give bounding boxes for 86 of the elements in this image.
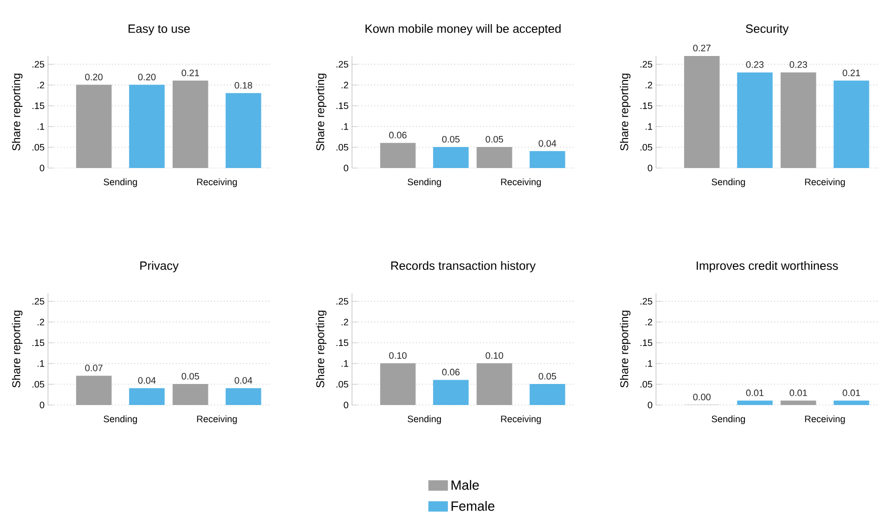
data-label: 0.20 [85,74,103,80]
y-tick-label: .2 [342,82,348,88]
legend-label: Male [452,480,479,490]
data-label: 0.10 [389,352,407,359]
y-tick-label: .05 [336,380,348,388]
y-tick-label: .05 [640,144,652,151]
data-label: 0.27 [693,44,711,52]
y-axis-title: Share reporting [12,74,22,151]
data-label: 0.06 [442,368,460,376]
chart-title: Privacy [140,261,179,272]
y-tick-label: .25 [32,298,44,305]
data-label: 0.10 [486,352,504,359]
y-tick-label: .1 [646,123,652,130]
y-tick-label: 0 [40,402,44,408]
y-tick-label: .25 [32,61,44,68]
legend-label: Female [452,501,494,511]
y-axis-title: Share reporting [316,310,326,388]
y-tick-label: 0 [344,164,348,172]
y-tick-label: .2 [342,318,348,326]
x-tick-label: Receiving [805,415,845,424]
data-label: 0.05 [182,372,200,380]
y-tick-label: .2 [646,82,652,88]
x-tick-label: Sending [712,178,745,188]
y-axis-title: Share reporting [12,310,22,388]
y-tick-label: .1 [38,123,44,130]
x-tick-label: Sending [104,415,137,424]
data-label: 0.06 [389,132,407,138]
y-tick-label: .25 [336,298,348,305]
y-axis-title: Share reporting [316,74,326,151]
data-label: 0.20 [138,74,156,80]
data-label: 0.01 [842,390,860,396]
data-label: 0.07 [85,364,103,372]
chart-title: Easy to use [128,24,190,36]
x-tick-label: Receiving [197,415,237,424]
x-tick-label: Sending [712,415,745,424]
y-tick-label: .15 [32,102,44,110]
data-label: 0.04 [234,377,252,384]
chart-title: Kown mobile money will be accepted [366,24,561,36]
data-label: 0.04 [538,140,556,147]
y-tick-label: .1 [342,360,348,367]
chart-title: Security [746,24,789,36]
x-tick-label: Receiving [805,178,845,188]
data-label: 0.21 [842,70,860,76]
y-axis-title: Share reporting [620,74,630,151]
y-tick-label: .15 [336,102,348,110]
data-label: 0.05 [442,136,460,143]
y-tick-label: 0 [40,164,44,172]
y-tick-label: .05 [336,144,348,151]
y-tick-label: .15 [336,340,348,346]
y-tick-label: .15 [640,102,652,110]
x-tick-label: Receiving [501,178,541,188]
y-axis-title: Share reporting [620,310,630,388]
chart-title: Improves credit worthiness [696,261,838,272]
y-tick-label: .1 [646,360,652,367]
data-label: 0.00 [693,394,711,400]
data-label: 0.04 [138,377,156,384]
data-label: 0.23 [790,61,808,68]
y-tick-label: .1 [342,123,348,130]
y-tick-label: .05 [640,380,652,388]
data-label: 0.23 [746,61,764,68]
y-tick-label: 0 [648,164,652,172]
y-tick-label: .2 [646,318,652,326]
y-tick-label: .05 [32,380,44,388]
y-tick-label: .05 [32,144,44,151]
y-tick-label: .25 [640,61,652,68]
y-tick-label: .2 [38,318,44,326]
y-tick-label: .1 [38,360,44,367]
chart-title: Records transaction history [391,261,536,272]
data-label: 0.01 [746,390,764,396]
data-label: 0.05 [486,136,504,143]
y-tick-label: .15 [32,340,44,346]
y-tick-label: .25 [336,61,348,68]
data-label: 0.18 [234,82,252,89]
data-label: 0.05 [538,372,556,380]
y-tick-label: .15 [640,340,652,346]
x-tick-label: Sending [408,178,441,188]
x-tick-label: Receiving [501,415,541,424]
data-label: 0.01 [790,390,808,396]
x-tick-label: Receiving [197,178,237,188]
data-label: 0.21 [182,70,200,76]
y-tick-label: .25 [640,298,652,305]
y-tick-label: 0 [344,402,348,408]
x-tick-label: Sending [104,178,137,188]
y-tick-label: .2 [38,82,44,88]
x-tick-label: Sending [408,415,441,424]
y-tick-label: 0 [648,402,652,408]
